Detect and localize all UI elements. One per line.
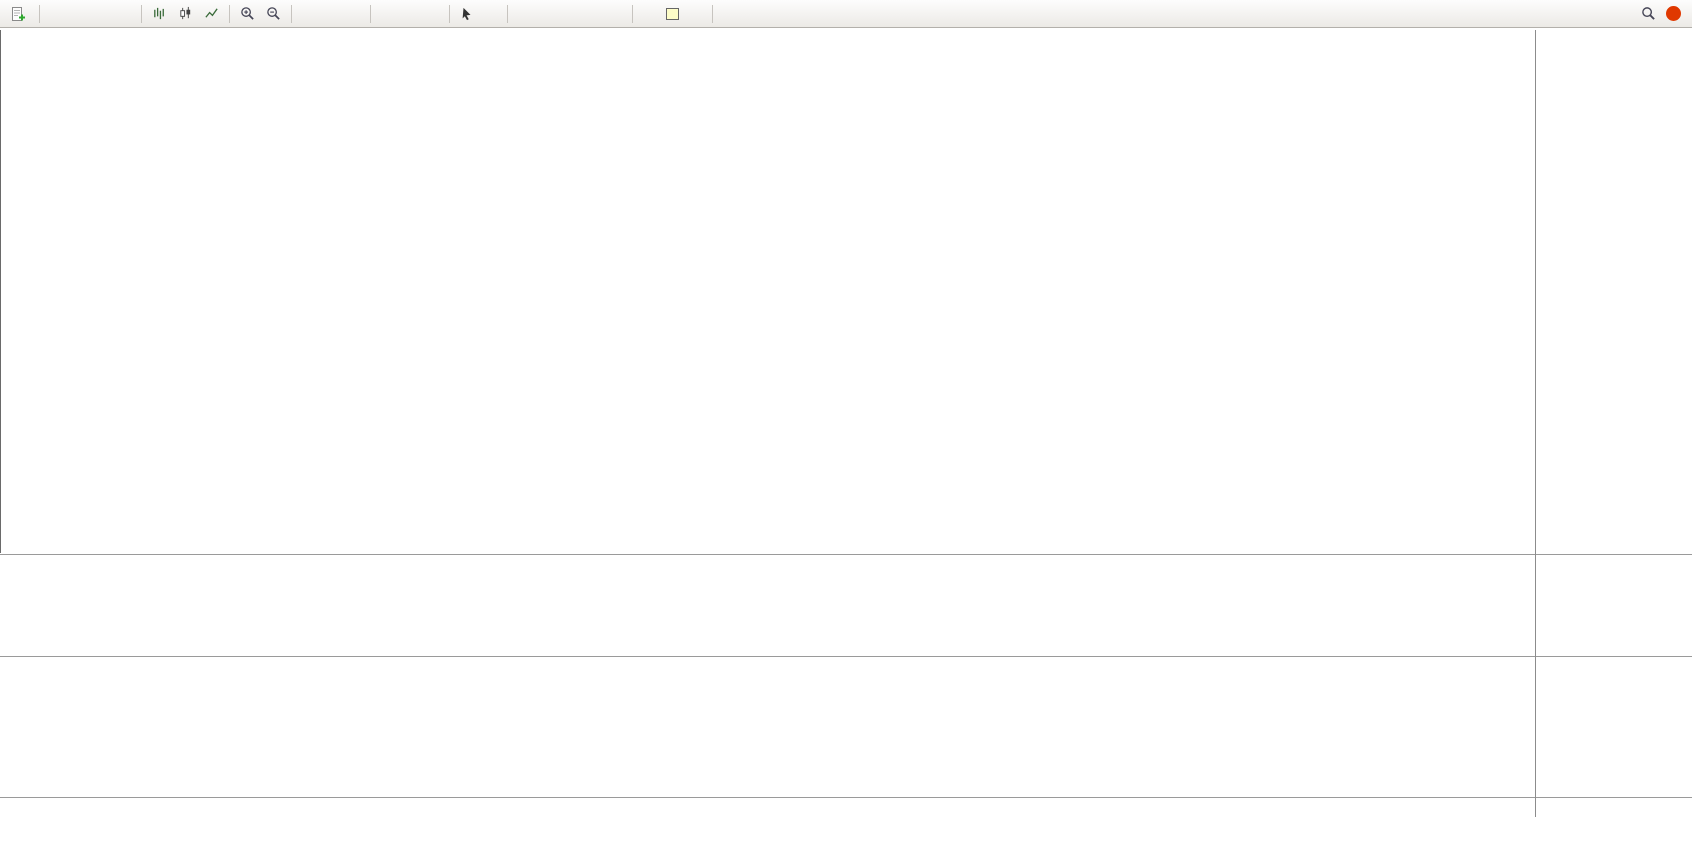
text-label-icon [666, 7, 679, 20]
trendline-button[interactable] [559, 3, 581, 25]
toolbar-separator [449, 4, 450, 23]
toolbar-separator [632, 4, 633, 23]
search-button[interactable] [1636, 3, 1661, 25]
toolbar-separator [141, 4, 142, 23]
toolbar-separator [229, 4, 230, 23]
rsi-pane[interactable] [0, 657, 1535, 797]
market-watch-button[interactable] [45, 3, 67, 25]
channel-button[interactable] [582, 3, 604, 25]
notification-badge[interactable] [1666, 6, 1681, 21]
auto-scroll-button[interactable] [320, 3, 342, 25]
pane-separator[interactable] [0, 554, 1692, 555]
horizontal-line-button[interactable] [536, 3, 558, 25]
crosshair-button[interactable] [480, 3, 502, 25]
cursor-button[interactable] [455, 3, 479, 25]
cursor-icon [462, 7, 471, 20]
toolbar-separator [39, 4, 40, 23]
chart-shift-button[interactable] [343, 3, 365, 25]
zoom-out-button[interactable] [261, 3, 286, 25]
bar-chart-icon [154, 7, 164, 20]
fibonacci-button[interactable] [605, 3, 627, 25]
candlestick-chart-button[interactable] [173, 3, 198, 25]
candlestick-chart-icon [180, 6, 191, 20]
text-label-button[interactable] [661, 3, 684, 25]
price-pane[interactable] [0, 30, 1535, 554]
macd-pane[interactable] [0, 555, 1535, 655]
templates-button[interactable] [422, 3, 444, 25]
main-toolbar [0, 0, 1692, 28]
toolbar-separator [291, 4, 292, 23]
line-chart-icon [205, 8, 218, 18]
toolbar-separator [712, 4, 713, 23]
text-button[interactable] [638, 3, 660, 25]
pane-separator[interactable] [0, 656, 1692, 657]
new-order-icon [12, 6, 25, 21]
vertical-line-button[interactable] [513, 3, 535, 25]
autotrading-button[interactable] [114, 3, 136, 25]
new-order-button[interactable] [5, 3, 34, 25]
zoom-in-button[interactable] [235, 3, 260, 25]
indicators-button[interactable] [376, 3, 398, 25]
tile-windows-button[interactable] [297, 3, 319, 25]
arrows-button[interactable] [685, 3, 707, 25]
zoom-in-icon [241, 7, 254, 20]
zoom-out-icon [267, 7, 280, 20]
chart-left-border [0, 30, 1, 553]
terminal-button[interactable] [91, 3, 113, 25]
chart-symbol-label [8, 34, 16, 46]
price-axis-border [1535, 30, 1536, 817]
toolbar-separator [370, 4, 371, 23]
navigator-button[interactable] [68, 3, 90, 25]
toolbar-separator [507, 4, 508, 23]
line-chart-button[interactable] [199, 3, 224, 25]
search-icon [1642, 7, 1655, 20]
time-axis-separator [0, 797, 1692, 798]
periods-button[interactable] [399, 3, 421, 25]
bar-chart-button[interactable] [147, 3, 172, 25]
chart-window[interactable] [0, 29, 1692, 853]
